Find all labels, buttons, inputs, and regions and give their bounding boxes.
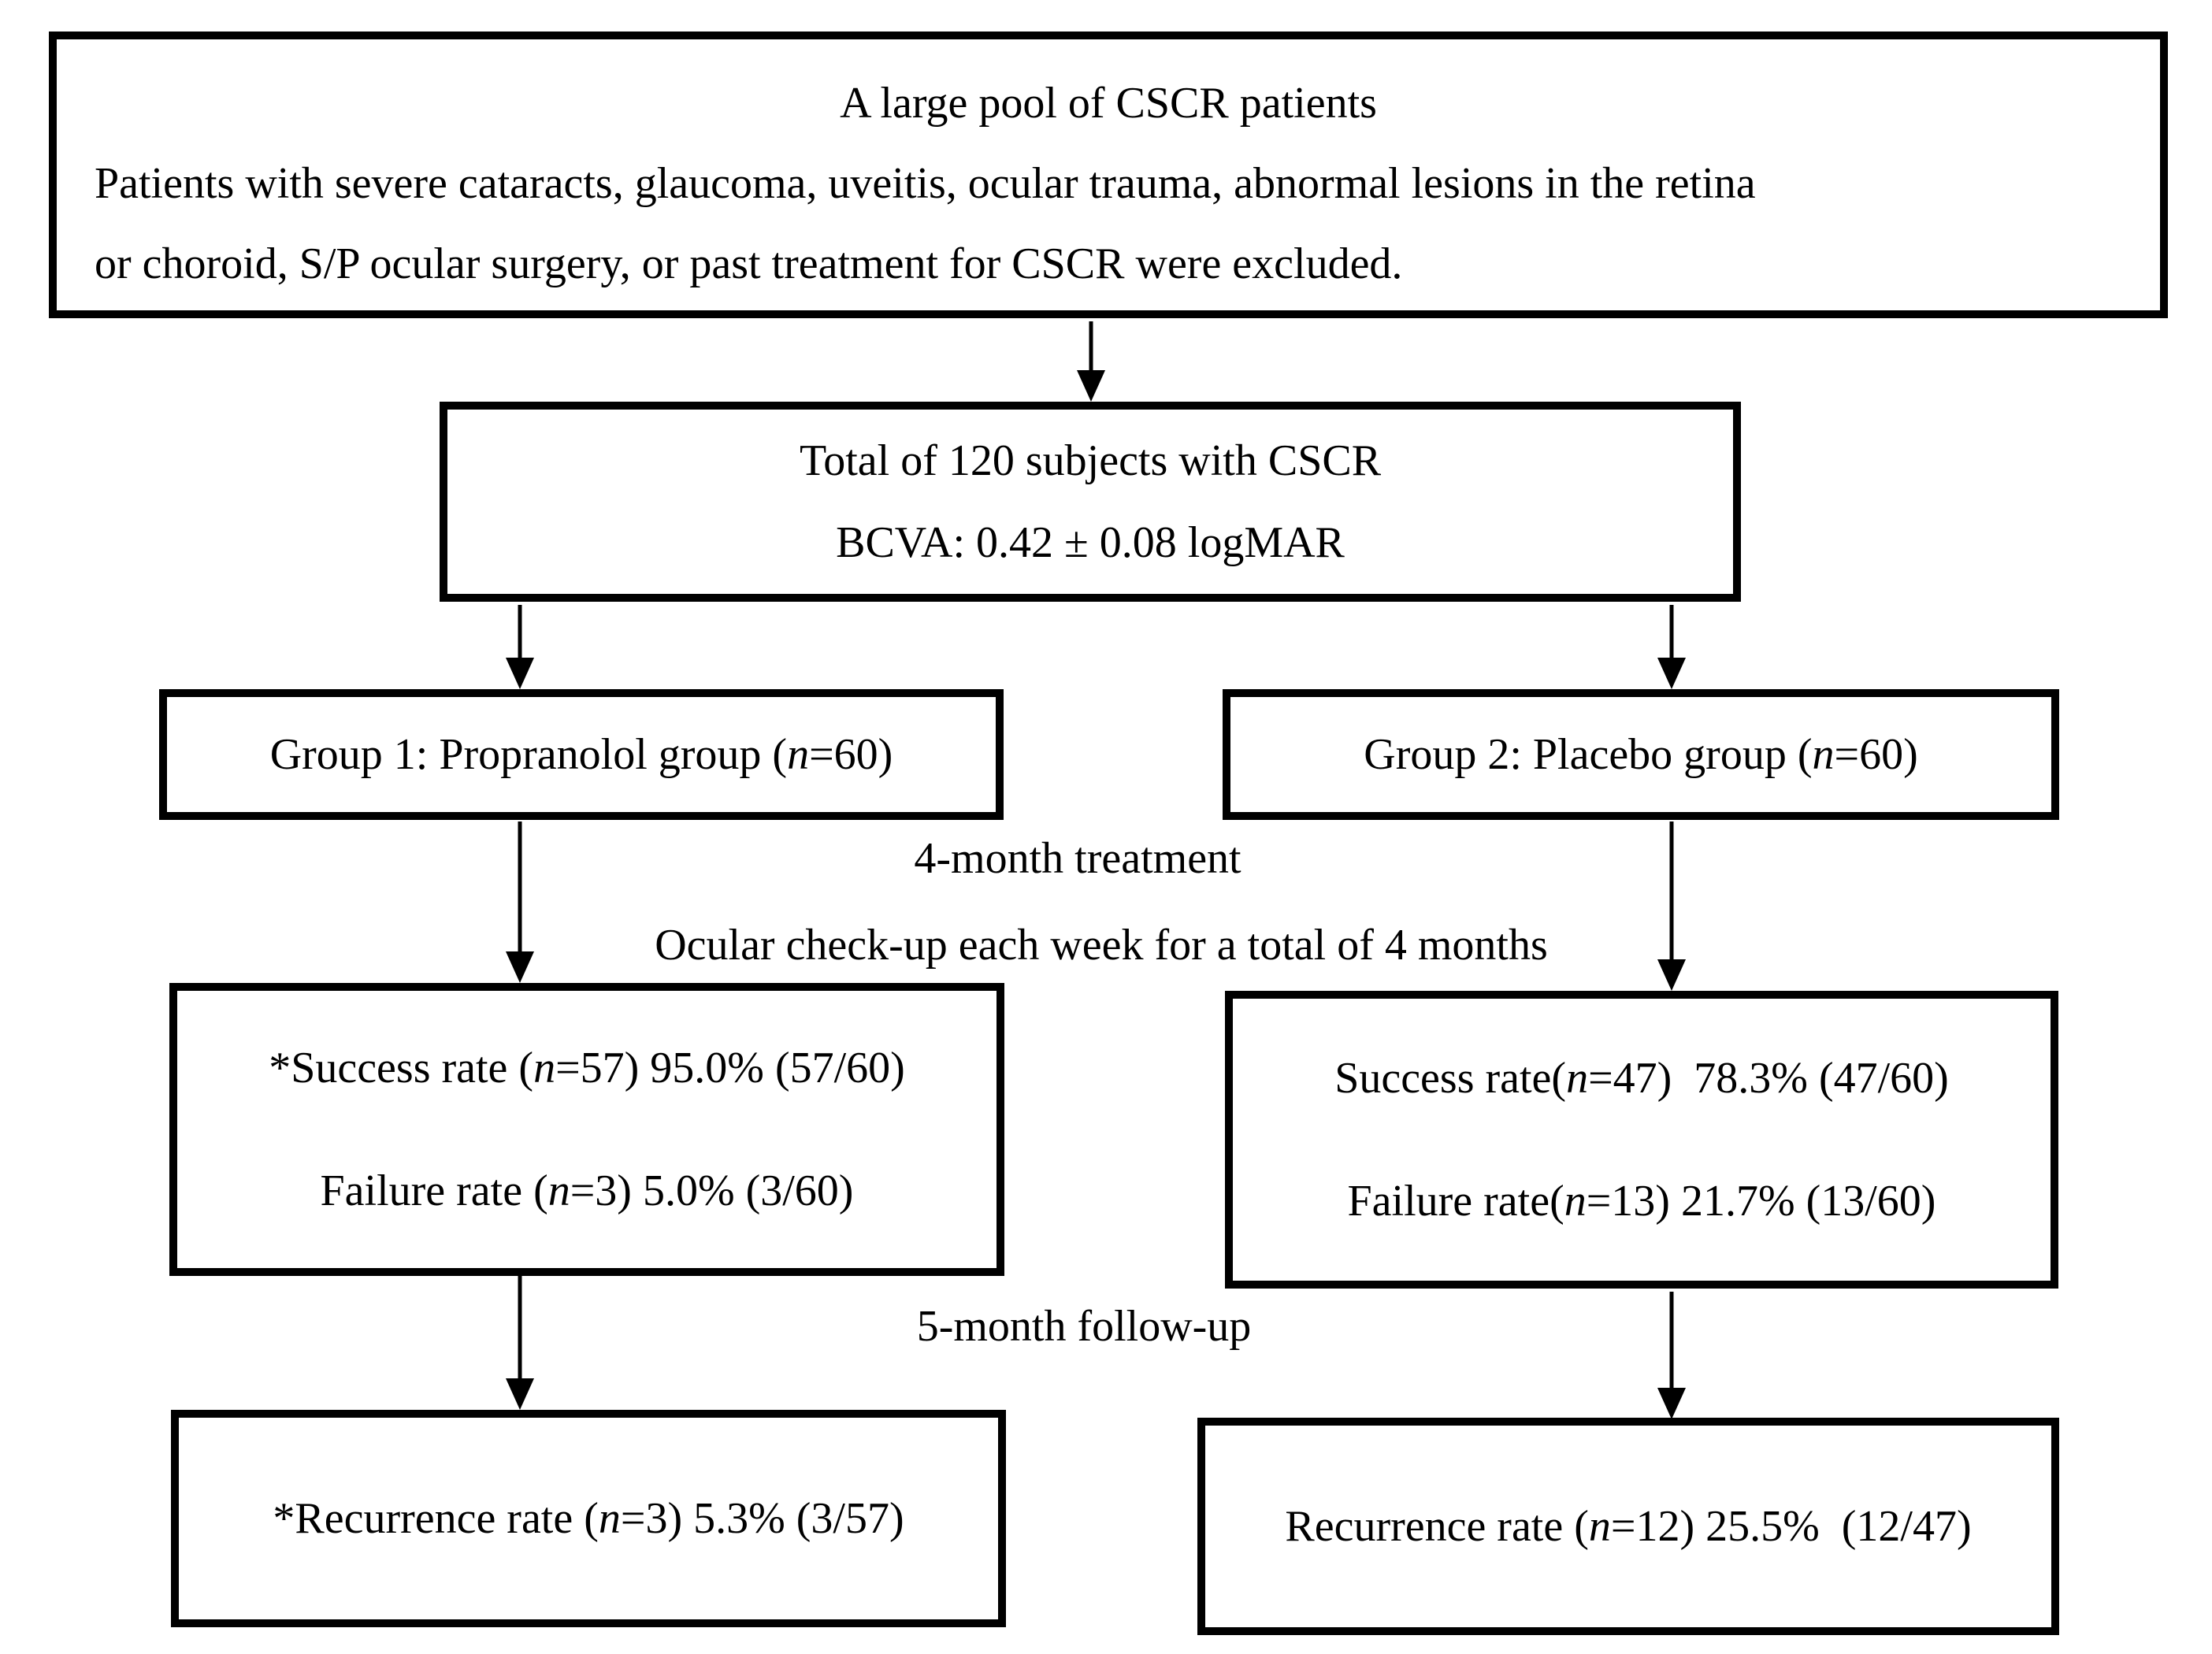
label-followup-period: 5-month follow-up — [916, 1302, 1252, 1351]
arrow-stem — [1669, 821, 1674, 964]
italic-n: n — [533, 1044, 556, 1092]
group1-failure-rate: Failure rate (n=3) 5.0% (3/60) — [320, 1166, 854, 1215]
italic-n: n — [1564, 1177, 1587, 1226]
group1-recurrence-rate: *Recurrence rate (n=3) 5.3% (3/57) — [273, 1494, 904, 1543]
label-treatment-period: 4-month treatment — [914, 834, 1241, 883]
arrow-pool-to-total — [1077, 321, 1105, 402]
group1-label: Group 1: Propranolol group (n=60) — [269, 730, 893, 779]
group1-success-rate: *Success rate (n=57) 95.0% (57/60) — [269, 1044, 905, 1092]
group2-label: Group 2: Placebo group (n=60) — [1364, 730, 1918, 779]
pool-exclusion-line1: Patients with severe cataracts, glaucoma… — [95, 159, 1756, 208]
arrow-head-icon — [506, 1378, 534, 1410]
italic-n: n — [1812, 730, 1835, 779]
pool-title: A large pool of CSCR patients — [840, 79, 1377, 128]
arrow-head-icon — [1657, 959, 1686, 991]
arrow-stem — [1669, 1292, 1674, 1393]
arrow-head-icon — [1657, 1388, 1686, 1419]
box-group2-placebo: Group 2: Placebo group (n=60) — [1223, 689, 2059, 820]
arrow-stem — [518, 821, 522, 956]
arrow-stem — [1089, 321, 1093, 375]
italic-n: n — [1566, 1054, 1589, 1103]
total-subjects-line: Total of 120 subjects with CSCR — [799, 436, 1382, 485]
arrow-outcome2-to-recurrence2 — [1657, 1292, 1686, 1419]
arrow-total-to-group2 — [1657, 605, 1686, 689]
arrow-group1-to-outcome1 — [506, 821, 534, 983]
arrow-group2-to-outcome2 — [1657, 821, 1686, 991]
arrow-outcome1-to-recurrence1 — [506, 1276, 534, 1410]
box-outcome-group2: Success rate(n=47) 78.3% (47/60) Failure… — [1225, 991, 2058, 1289]
box-recurrence-group2: Recurrence rate (n=12) 25.5% (12/47) — [1197, 1418, 2059, 1635]
italic-n: n — [787, 730, 810, 779]
italic-n: n — [598, 1494, 621, 1543]
italic-n: n — [1588, 1502, 1611, 1551]
group2-success-rate: Success rate(n=47) 78.3% (47/60) — [1334, 1054, 1949, 1103]
arrow-head-icon — [506, 951, 534, 983]
arrow-head-icon — [1077, 370, 1105, 402]
italic-n: n — [547, 1166, 570, 1215]
arrow-stem — [1669, 605, 1674, 662]
pool-exclusion-line2: or choroid, S/P ocular surgery, or past … — [95, 239, 1403, 288]
group2-recurrence-rate: Recurrence rate (n=12) 25.5% (12/47) — [1285, 1502, 1972, 1551]
box-total-subjects: Total of 120 subjects with CSCR BCVA: 0.… — [440, 402, 1741, 602]
label-checkup-schedule: Ocular check-up each week for a total of… — [655, 921, 1548, 970]
arrow-head-icon — [1657, 658, 1686, 689]
arrow-stem — [518, 1276, 522, 1383]
box-recurrence-group1: *Recurrence rate (n=3) 5.3% (3/57) — [171, 1410, 1006, 1627]
arrow-stem — [518, 605, 522, 662]
box-outcome-group1: *Success rate (n=57) 95.0% (57/60) Failu… — [169, 983, 1004, 1276]
arrow-total-to-group1 — [506, 605, 534, 689]
box-group1-propranolol: Group 1: Propranolol group (n=60) — [159, 689, 1004, 820]
arrow-head-icon — [506, 658, 534, 689]
group2-failure-rate: Failure rate(n=13) 21.7% (13/60) — [1347, 1177, 1936, 1226]
total-bcva-line: BCVA: 0.42 ± 0.08 logMAR — [836, 518, 1345, 567]
box-patient-pool: A large pool of CSCR patients Patients w… — [49, 32, 2168, 318]
